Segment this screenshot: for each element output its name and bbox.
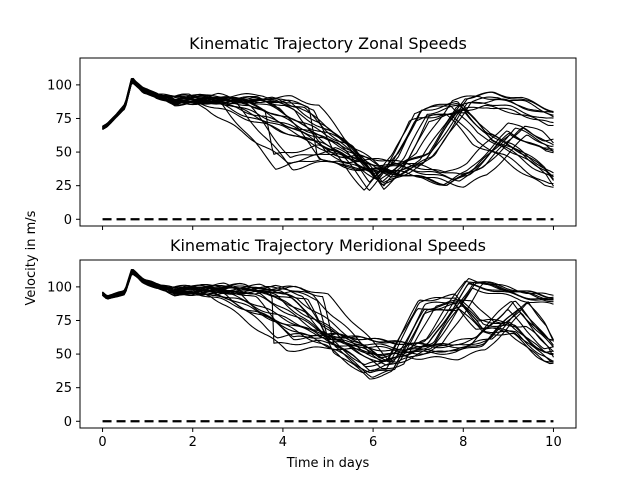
meridional-x-tick-label: 8 [459, 435, 467, 450]
meridional-trajectory-line [102, 273, 554, 380]
meridional-y-tick-label: 100 [47, 280, 72, 295]
zonal-chart-title: Kinematic Trajectory Zonal Speeds [189, 34, 467, 53]
meridional-y-axis: 0 25 50 75 100 [47, 280, 80, 430]
zonal-trajectory-line [102, 80, 554, 178]
meridional-trajectory-line [102, 269, 554, 355]
meridional-x-tick-label: 0 [98, 435, 106, 450]
meridional-y-tick-label: 0 [64, 415, 72, 430]
meridional-x-tick-label: 10 [545, 435, 562, 450]
zonal-trajectory-line [102, 79, 554, 180]
x-axis-label: Time in days [286, 456, 370, 471]
meridional-trajectory-line [102, 271, 554, 361]
zonal-x-axis [102, 226, 554, 230]
meridional-trajectory-line [102, 270, 554, 363]
zonal-trajectory-line [102, 78, 554, 186]
meridional-trajectory-line [102, 270, 554, 374]
zonal-speeds-panel: Kinematic Trajectory Zonal Speeds 0 25 50 7… [47, 34, 577, 230]
zonal-y-axis: 0 25 50 75 100 [47, 78, 80, 228]
zonal-trajectory-line [102, 78, 554, 191]
zonal-y-tick-label: 100 [47, 78, 72, 93]
zonal-trajectory-line [102, 81, 554, 181]
zonal-trajectory-line [102, 79, 554, 186]
zonal-y-tick-label: 50 [55, 146, 72, 161]
meridional-y-tick-label: 50 [55, 348, 72, 363]
meridional-x-tick-label: 4 [279, 435, 287, 450]
meridional-chart-title: Kinematic Trajectory Meridional Speeds [170, 236, 486, 255]
meridional-y-tick-label: 25 [55, 381, 72, 396]
zonal-trajectory-line [102, 79, 554, 174]
zonal-y-tick-label: 25 [55, 179, 72, 194]
zonal-plot-frame [79, 57, 577, 227]
meridional-y-tick-label: 75 [55, 314, 72, 329]
zonal-y-tick-label: 0 [64, 213, 72, 228]
meridional-x-axis: 0 2 4 6 8 10 [98, 428, 562, 450]
meridional-plot-frame [79, 259, 577, 429]
meridional-x-tick-label: 6 [369, 435, 377, 450]
meridional-x-tick-label: 2 [189, 435, 197, 450]
y-axis-label: Velocity in m/s [24, 210, 39, 305]
zonal-trajectory-line [102, 82, 554, 173]
meridional-speeds-panel: Kinematic Trajectory Meridional Speeds 0… [47, 236, 577, 450]
zonal-trajectories [102, 77, 554, 221]
meridional-trajectories [102, 268, 555, 423]
zonal-y-tick-label: 75 [55, 112, 72, 127]
